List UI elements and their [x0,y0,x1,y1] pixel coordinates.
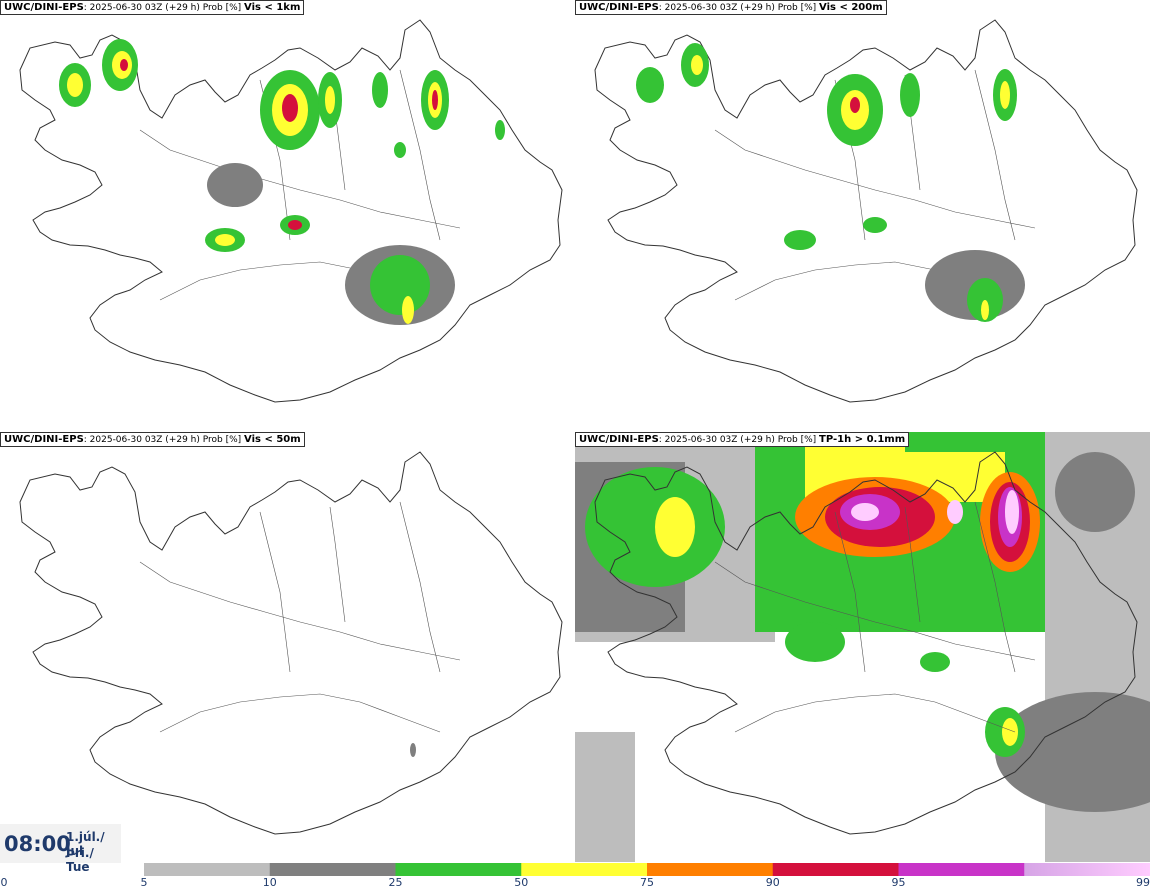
run-info: : 2025-06-30 03Z (+29 h) Prob [%] [83,435,242,445]
colorbar-tick-label: 50 [514,876,529,889]
colorbar-tick-label: 99 [1136,876,1150,889]
prob-field [575,432,1150,862]
colorbar-tick-label: 90 [765,876,780,889]
panel-title: UWC/DINI-EPS: 2025-06-30 03Z (+29 h) Pro… [0,432,305,447]
colorbar-segment [647,863,774,876]
run-info: : 2025-06-30 03Z (+29 h) Prob [%] [83,3,242,13]
panel-title: UWC/DINI-EPS: 2025-06-30 03Z (+29 h) Pro… [0,0,305,15]
model-name: UWC/DINI-EPS [579,2,659,13]
colorbar-tick-label: 10 [262,876,277,889]
colorbar-segment [1024,863,1150,876]
colorbar-segment [144,863,271,876]
valid-time-box: 08:00 1.júl./ Jul Þri./ Tue [0,824,121,874]
map-panel-vis-50m: UWC/DINI-EPS: 2025-06-30 03Z (+29 h) Pro… [0,432,575,862]
model-name: UWC/DINI-EPS [579,434,659,445]
colorbar-segment [395,863,522,876]
panel-title: UWC/DINI-EPS: 2025-06-30 03Z (+29 h) Pro… [575,0,887,15]
parameter-name: Vis < 1km [244,2,301,13]
map-vis-50m [19,451,563,835]
colorbar-tick-label: 5 [140,876,148,889]
parameter-name: Vis < 200m [819,2,883,13]
prob-field [59,39,505,325]
model-name: UWC/DINI-EPS [4,434,84,445]
colorbar-tick-label: 95 [891,876,906,889]
model-name: UWC/DINI-EPS [4,2,84,13]
parameter-name: TP-1h > 0.1mm [819,434,906,445]
map-panel-vis-1km: UWC/DINI-EPS: 2025-06-30 03Z (+29 h) Pro… [0,0,575,430]
parameter-name: Vis < 50m [244,434,301,445]
map-tp-1h [575,432,1150,862]
run-info: : 2025-06-30 03Z (+29 h) Prob [%] [658,3,817,13]
prob-field [636,43,1025,322]
colorbar-segment [269,863,396,876]
valid-date-line-2: Þri./ Tue [66,846,94,874]
colorbar-tick-label: 75 [640,876,654,889]
run-info: : 2025-06-30 03Z (+29 h) Prob [%] [658,435,817,445]
colorbar-segment [772,863,899,876]
map-vis-1km [19,19,563,403]
colorbar-tick-label: 0 [0,876,8,889]
map-panel-vis-200m: UWC/DINI-EPS: 2025-06-30 03Z (+29 h) Pro… [575,0,1150,430]
probability-colorbar [144,863,1150,876]
map-panel-tp-1h: UWC/DINI-EPS: 2025-06-30 03Z (+29 h) Pro… [575,432,1150,862]
map-vis-200m [594,19,1138,403]
valid-time-clock: 08:00 [4,832,71,856]
colorbar-segment [521,863,648,876]
colorbar-segment [898,863,1025,876]
panel-title: UWC/DINI-EPS: 2025-06-30 03Z (+29 h) Pro… [575,432,910,447]
prob-field [410,743,416,757]
valid-date-line-1: 1.júl./ Jul [66,830,105,858]
colorbar-tick-label: 25 [388,876,403,889]
